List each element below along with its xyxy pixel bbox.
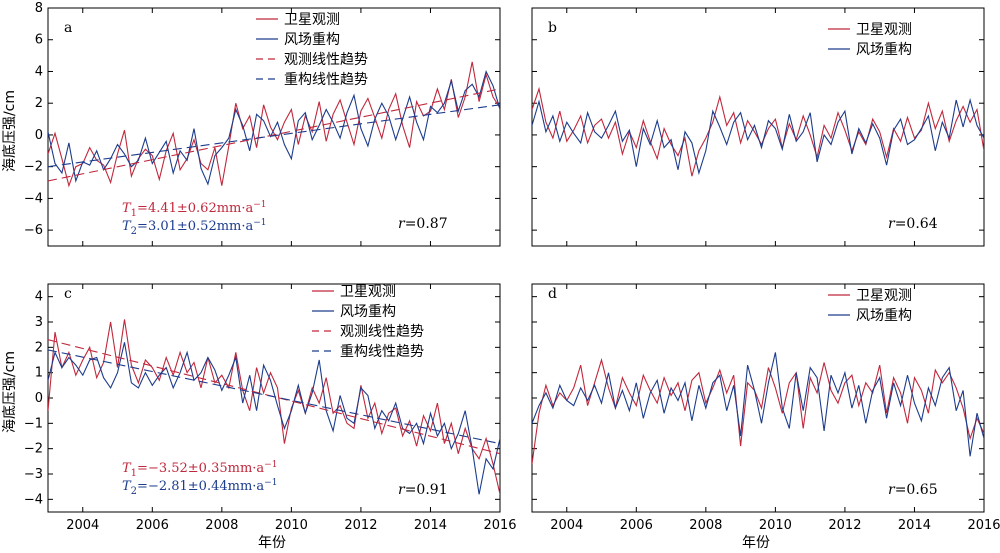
correlation-label: r=0.64 — [888, 216, 938, 232]
trend-rec-label: T2=3.01±0.52mm·a−1 — [122, 218, 267, 237]
legend-entry: 观测线性趋势 — [284, 52, 368, 68]
correlation-label: r=0.65 — [888, 482, 938, 498]
x-tick-label: 2004 — [66, 518, 99, 533]
correlation-label: r=0.91 — [398, 482, 448, 498]
x-tick-label: 2014 — [414, 518, 447, 533]
legend-entry: 重构线性趋势 — [284, 72, 368, 88]
legend-entry: 卫星观测 — [856, 288, 912, 304]
legend-entry: 风场重构 — [856, 42, 912, 58]
series-line-obs — [532, 86, 984, 177]
y-tick-label: −3 — [24, 467, 43, 482]
y-tick-label: 6 — [35, 33, 43, 48]
y-tick-label: −6 — [24, 223, 43, 238]
y-tick-label: 2 — [35, 340, 43, 355]
trend-line-obs — [48, 339, 500, 455]
y-tick-label: −1 — [24, 416, 43, 431]
x-tick-label: 2008 — [689, 518, 722, 533]
trend-rec-label: T2=−2.81±0.44mm·a−1 — [122, 478, 277, 497]
x-axis-label-left: 年份 — [258, 535, 286, 551]
axes-frame — [531, 7, 985, 247]
series-line-rec — [532, 352, 984, 457]
legend-entry: 风场重构 — [856, 308, 912, 324]
x-tick-label: 2012 — [828, 518, 861, 533]
legend-entry: 风场重构 — [340, 304, 396, 320]
y-tick-label: 4 — [35, 64, 43, 79]
x-tick-label: 2008 — [205, 518, 238, 533]
y-tick-label: −4 — [24, 191, 43, 206]
y-tick-label: 1 — [35, 366, 43, 381]
x-tick-label: 2016 — [967, 518, 1000, 533]
y-tick-label: −4 — [24, 492, 43, 507]
x-tick-label: 2016 — [483, 518, 516, 533]
x-tick-label: 2010 — [275, 518, 308, 533]
series-line-obs — [48, 319, 500, 495]
series-line-rec — [48, 69, 500, 186]
axes-frame — [47, 7, 501, 247]
legend-entry: 卫星观测 — [284, 12, 340, 28]
panel-label: b — [548, 20, 557, 36]
x-tick-label: 2012 — [344, 518, 377, 533]
panel-label: d — [548, 286, 557, 302]
x-axis-label-right: 年份 — [742, 535, 770, 551]
correlation-label: r=0.87 — [398, 216, 448, 232]
trend-line-rec — [48, 104, 500, 168]
legend-entry: 观测线性趋势 — [340, 324, 424, 340]
panel-c: −4 −3 −2 −1 0 1 2 3 4 2004 2006 2008 2010 2012 2014 201… — [24, 283, 517, 533]
y-tick-label: 8 — [35, 1, 43, 16]
x-tick-label: 2006 — [620, 518, 653, 533]
x-tick-label: 2004 — [550, 518, 583, 533]
y-axis-label-bottom: 海底压强/cm — [2, 351, 18, 433]
x-tick-label: 2014 — [898, 518, 931, 533]
series-line-obs — [48, 61, 500, 188]
legend-entry: 卫星观测 — [856, 22, 912, 38]
legend-entry: 卫星观测 — [340, 284, 396, 300]
panel-label: a — [64, 20, 72, 36]
y-tick-label: −2 — [24, 160, 43, 175]
series-line-rec — [532, 97, 984, 176]
x-tick-label: 2006 — [136, 518, 169, 533]
series-line-rec — [48, 342, 500, 495]
y-axis-label-top: 海底压强/cm — [2, 90, 18, 172]
series-line-obs — [532, 357, 984, 464]
y-tick-label: 3 — [35, 315, 43, 330]
legend-entry: 重构线性趋势 — [340, 344, 424, 360]
panel-label: c — [64, 286, 72, 302]
y-tick-label: 2 — [35, 96, 43, 111]
y-tick-label: 4 — [35, 290, 43, 305]
legend-entry: 风场重构 — [284, 32, 340, 48]
trend-line-obs — [48, 88, 500, 182]
trend-obs-label: T1=4.41±0.62mm·a−1 — [122, 200, 267, 219]
y-tick-label: −2 — [24, 442, 43, 457]
y-tick-label: 0 — [35, 128, 43, 143]
x-tick-label: 2010 — [759, 518, 792, 533]
trend-obs-label: T1=−3.52±0.35mm·a−1 — [122, 460, 277, 479]
y-tick-label: 0 — [35, 391, 43, 406]
trend-line-rec — [48, 349, 500, 445]
